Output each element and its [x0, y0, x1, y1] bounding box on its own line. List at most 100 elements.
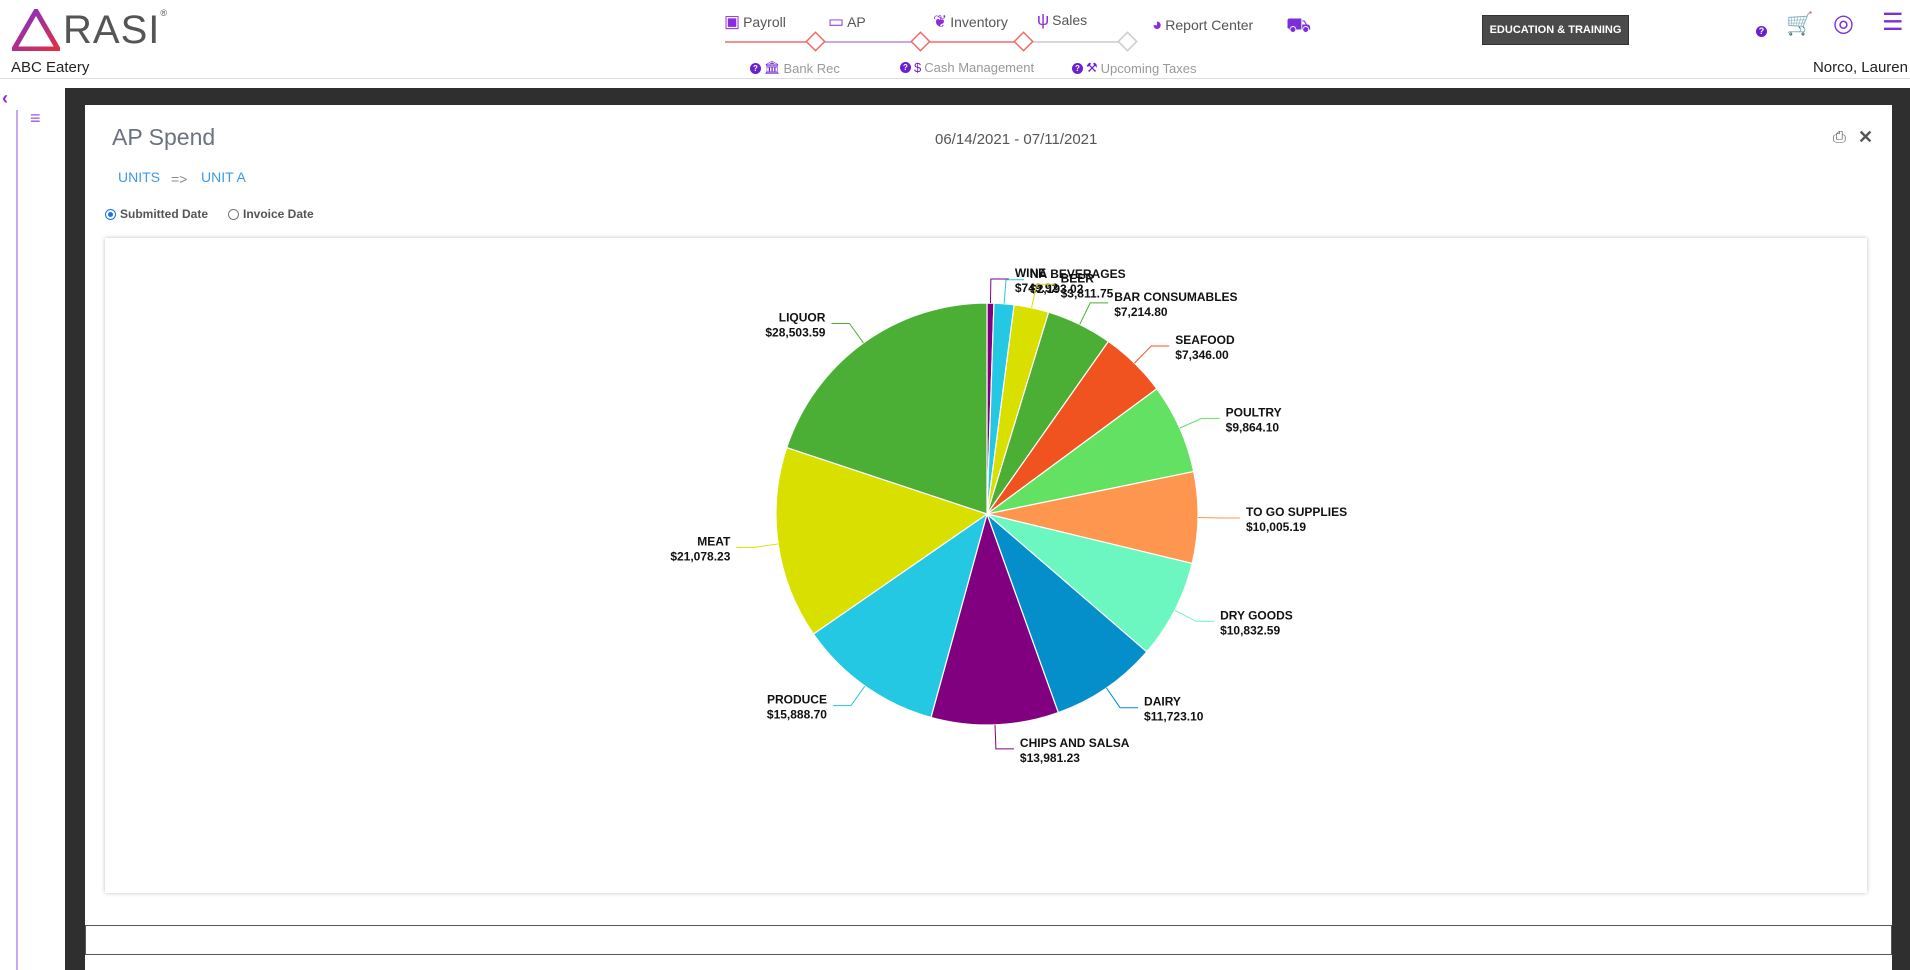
sidebar-accent-bar [16, 110, 18, 970]
hamburger-menu-icon[interactable]: ≡ [30, 108, 41, 128]
nav-sales[interactable]: ψ Sales [1037, 10, 1087, 30]
pie-slice[interactable] [986, 513, 1193, 653]
nav-label: Inventory [950, 14, 1008, 30]
pie-slice-label: CHIPS AND SALSA [1020, 736, 1130, 750]
pie-leader-line [1106, 687, 1139, 709]
pie-slice-value: $2,193.02 [1030, 282, 1084, 296]
pie-leader-line [1079, 302, 1109, 325]
utensils-icon: ψ [1037, 10, 1050, 29]
pie-leader-line [1031, 283, 1055, 308]
nav-label: Sales [1052, 12, 1088, 28]
nav-step-diamond [805, 31, 826, 52]
menu-icon[interactable]: ☰ [1882, 9, 1904, 36]
breadcrumb-separator: => [171, 171, 188, 187]
nav-payroll[interactable]: ▣ Payroll [724, 12, 786, 32]
pie-slice-value: $21,078.23 [670, 549, 730, 563]
pie-slice-value: $7,346.00 [1175, 348, 1229, 362]
nav-label: Payroll [743, 14, 786, 30]
radio-submitted-date[interactable]: Submitted Date [105, 207, 208, 221]
pie-chart-icon: ◕ [1152, 15, 1163, 34]
pie-slice-label: SEAFOOD [1175, 333, 1235, 347]
subnav-label: Bank Rec [783, 60, 840, 76]
nav-report-center[interactable]: ◕ Report Center [1152, 15, 1253, 35]
subnav-label: Upcoming Taxes [1100, 60, 1197, 76]
pie-slice-label: DAIRY [1144, 695, 1181, 709]
pie-leader-line [1179, 417, 1220, 429]
pie-slice-label: TO GO SUPPLIES [1246, 505, 1347, 519]
rasi-logo-icon [12, 9, 60, 51]
help-badge-icon: ? [900, 62, 911, 73]
bank-icon: 🏛 [764, 60, 781, 75]
radio-button[interactable] [228, 208, 239, 220]
print-icon[interactable]: ⎙ [1833, 129, 1846, 146]
money-icon: ▣ [724, 12, 741, 31]
bottom-panel [85, 925, 1892, 955]
user-name[interactable]: Norco, Lauren [1812, 59, 1908, 76]
nav-step-diamond [1117, 31, 1138, 52]
education-training-button[interactable]: EDUCATION & TRAINING [1482, 15, 1629, 45]
left-menu-strip [20, 79, 65, 970]
truck-icon[interactable]: ⛟ [1286, 15, 1312, 37]
header-divider [0, 78, 1910, 79]
help-badge-icon: ? [750, 62, 761, 74]
subnav-cash-management[interactable]: ? $ Cash Management [900, 60, 1034, 75]
help-icon[interactable]: ? [1756, 26, 1767, 37]
pie-leader-line [994, 724, 1014, 750]
radio-label: Submitted Date [120, 207, 209, 221]
subnav-upcoming-taxes[interactable]: ? ⚒ Upcoming Taxes [1072, 60, 1197, 76]
pie-slice-label: BAR CONSUMABLES [1114, 290, 1237, 304]
pie-slice-value: $7,214.80 [1114, 305, 1168, 319]
pie-slice[interactable] [812, 512, 989, 719]
nav-label: AP [847, 14, 866, 30]
pie-leader-line [989, 278, 1009, 304]
pie-slice-label: NA BEVERAGES [1030, 267, 1126, 281]
collapse-chevron-icon[interactable]: ‹ [2, 88, 8, 108]
pie-leader-line [832, 685, 866, 707]
dollar-icon: $ [914, 60, 922, 75]
pie-slice-label: LIQUOR [779, 310, 826, 324]
radio-label: Invoice Date [243, 207, 314, 221]
subnav-label: Cash Management [924, 60, 1035, 75]
logo-text[interactable]: RASI® [63, 8, 168, 52]
pie-slice[interactable] [985, 512, 1148, 714]
pie-slice-value: $28,503.59 [765, 325, 825, 339]
nav-step-diamond [1013, 31, 1034, 52]
radio-invoice-date[interactable]: Invoice Date [228, 207, 314, 221]
pie-slice-label: DRY GOODS [1220, 608, 1293, 622]
pie-leader-line [736, 543, 779, 548]
nav-ap[interactable]: ▭ AP [828, 12, 866, 32]
pie-leader-line [1003, 279, 1025, 304]
pie-leader-line [1174, 609, 1215, 622]
pie-slice[interactable] [930, 512, 1060, 726]
pie-slice-value: $13,981.23 [1020, 751, 1080, 765]
chart-container: WINE $749.92 NA BEVERAGES $2,193.02 BEER $3,8… [105, 238, 1867, 893]
pie-slice-value: $3,811.75 [1061, 286, 1114, 300]
pie-leader-line [831, 322, 864, 344]
pie-slice-label: POULTRY [1226, 405, 1282, 419]
nav-label: Report Center [1165, 17, 1254, 33]
pie-slice-value: $11,723.10 [1144, 710, 1204, 724]
pie-slice-label: WINE [1015, 266, 1046, 280]
lifebuoy-icon[interactable]: ◎ [1833, 10, 1854, 37]
radio-button[interactable] [105, 208, 116, 220]
breadcrumb-unit-a[interactable]: UNIT A [201, 169, 246, 185]
cart-icon[interactable]: 🛒 [1786, 11, 1814, 36]
pie-slice[interactable] [775, 446, 989, 635]
top-header: RASI® ABC Eatery Norco, Lauren ▣ Payroll … [0, 0, 1910, 79]
subnav-bank-rec[interactable]: ? 🏛 Bank Rec [750, 60, 840, 76]
pie-slice-value: $15,888.70 [767, 708, 827, 722]
close-icon[interactable]: ✕ [1858, 127, 1874, 147]
nav-inventory[interactable]: ❦ Inventory [933, 12, 1008, 32]
help-badge-icon: ? [1072, 62, 1083, 74]
credit-card-icon: ▭ [828, 12, 845, 31]
gavel-icon: ⚒ [1086, 60, 1098, 75]
leaf-icon: ❦ [933, 12, 948, 31]
breadcrumb-units[interactable]: UNITS [118, 169, 160, 185]
pie-slice-value: $10,832.59 [1220, 623, 1280, 637]
page-title: AP Spend [112, 124, 216, 150]
pie-slice-value: $10,005.19 [1246, 520, 1306, 534]
pie-slice-label: PRODUCE [767, 693, 827, 707]
date-range: 06/14/2021 - 07/11/2021 [935, 131, 1098, 148]
nav-progress-track [725, 31, 1138, 52]
